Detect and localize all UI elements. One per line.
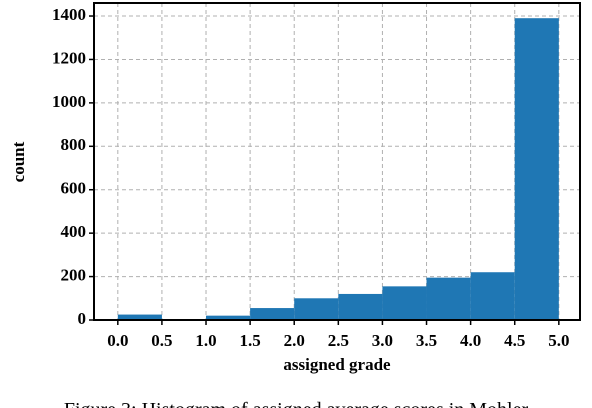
x-tick-label: 4.5 bbox=[504, 331, 525, 350]
y-tick-label: 1000 bbox=[52, 92, 86, 111]
plot-frame bbox=[93, 2, 581, 321]
x-tick-label: 1.5 bbox=[239, 331, 260, 350]
x-tick-label: 5.0 bbox=[548, 331, 569, 350]
x-tick-label: 2.0 bbox=[284, 331, 305, 350]
histogram-bar bbox=[514, 18, 559, 320]
x-tick-label: 2.5 bbox=[328, 331, 349, 350]
x-axis-label: assigned grade bbox=[283, 355, 391, 374]
x-tick-label: 3.5 bbox=[416, 331, 437, 350]
x-tick-label: 1.0 bbox=[195, 331, 216, 350]
y-tick-label: 1200 bbox=[52, 48, 86, 67]
histogram-bar bbox=[250, 308, 295, 320]
x-tick-label: 0.0 bbox=[107, 331, 128, 350]
histogram-bar bbox=[382, 286, 427, 320]
y-tick-label: 0 bbox=[78, 309, 87, 328]
histogram-bar bbox=[294, 298, 339, 320]
y-tick-label: 400 bbox=[61, 222, 87, 241]
x-tick-label: 4.0 bbox=[460, 331, 481, 350]
y-tick-label: 600 bbox=[61, 179, 87, 198]
histogram-bar bbox=[426, 277, 471, 320]
histogram-bar bbox=[338, 293, 383, 320]
caption: Figure 3: Histogram of assigned average … bbox=[64, 399, 529, 408]
y-axis-label: count bbox=[9, 141, 28, 182]
histogram-bar bbox=[117, 314, 162, 320]
y-tick-label: 800 bbox=[61, 135, 87, 154]
y-tick-label: 1400 bbox=[52, 5, 86, 24]
histogram-bar bbox=[470, 272, 515, 320]
x-tick-label: 3.0 bbox=[372, 331, 393, 350]
x-tick-label: 0.5 bbox=[151, 331, 172, 350]
y-tick-label: 200 bbox=[61, 265, 87, 284]
histogram-bar bbox=[206, 315, 251, 320]
